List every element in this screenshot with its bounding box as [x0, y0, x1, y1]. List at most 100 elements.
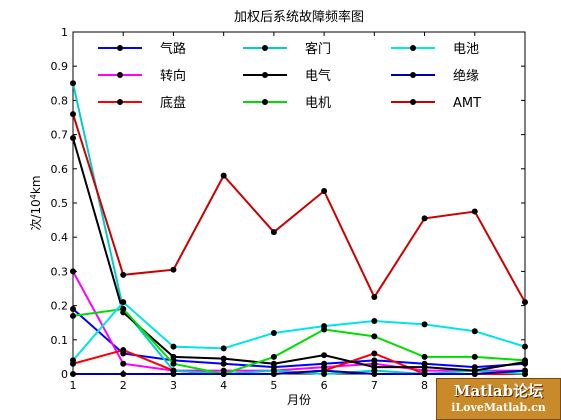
- data-point: [270, 371, 277, 377]
- data-point: [321, 367, 328, 374]
- data-point: [220, 360, 227, 367]
- legend-marker: [410, 99, 416, 105]
- data-point: [421, 353, 428, 360]
- data-point: [220, 345, 227, 352]
- y-tick-label: 0.7: [51, 129, 69, 142]
- data-point: [421, 371, 428, 377]
- data-point: [170, 371, 177, 377]
- x-tick-label: 4: [220, 379, 227, 392]
- series-6: [70, 299, 528, 364]
- data-point: [120, 360, 127, 367]
- legend-label: AMT: [453, 96, 481, 111]
- data-point: [70, 312, 76, 319]
- y-tick-label: 0.8: [51, 94, 69, 107]
- data-point: [522, 357, 528, 364]
- plot-area: [72, 31, 526, 375]
- data-point: [270, 353, 277, 360]
- data-point: [371, 371, 378, 377]
- legend-item: 气路: [98, 41, 186, 57]
- data-point: [220, 371, 227, 377]
- x-tick-label: 3: [170, 379, 177, 392]
- data-point: [70, 80, 76, 87]
- legend-label: 气路: [160, 41, 186, 57]
- data-point: [120, 371, 127, 377]
- data-point: [270, 229, 277, 236]
- y-tick-label: 0.6: [51, 163, 69, 176]
- legend-label: 电气: [305, 68, 331, 84]
- legend-item: 电机: [243, 96, 331, 111]
- data-point: [471, 371, 478, 377]
- legend-label: 电池: [453, 42, 479, 57]
- legend-item: 底盘: [98, 95, 186, 111]
- data-point: [522, 367, 528, 374]
- data-point: [421, 215, 428, 222]
- y-tick-label: 0.1: [51, 334, 69, 347]
- y-tick-label: 0.9: [51, 60, 69, 73]
- data-point: [220, 355, 227, 362]
- data-point: [371, 333, 378, 340]
- x-tick-label: 2: [120, 379, 127, 392]
- data-point: [321, 188, 328, 195]
- legend-label: 转向: [160, 68, 186, 84]
- x-tick-label: 7: [371, 379, 378, 392]
- y-tick-label: 1: [61, 26, 68, 39]
- legend-item: AMT: [391, 96, 481, 111]
- legend-marker: [410, 72, 416, 78]
- data-point: [421, 364, 428, 371]
- data-point: [471, 328, 478, 335]
- chart-title: 加权后系统故障频率图: [234, 9, 364, 25]
- data-point: [120, 347, 127, 354]
- data-point: [120, 299, 127, 306]
- data-point: [170, 343, 177, 350]
- data-point: [270, 329, 277, 336]
- data-point: [120, 271, 127, 278]
- y-tick-label: 0.3: [51, 265, 69, 278]
- legend-label: 客门: [305, 41, 331, 57]
- legend-item: 转向: [98, 68, 186, 84]
- series-7: [70, 367, 528, 377]
- legend-marker: [117, 72, 123, 78]
- series-line: [72, 308, 526, 369]
- data-point: [120, 306, 127, 313]
- y-tick-label: 0.4: [51, 231, 69, 244]
- data-point: [371, 350, 378, 357]
- data-point: [170, 266, 177, 273]
- x-axis-label: 月份: [287, 393, 311, 407]
- legend-item: 电气: [243, 68, 331, 84]
- data-point: [471, 208, 478, 215]
- data-point: [371, 317, 378, 324]
- data-point: [471, 353, 478, 360]
- data-point: [170, 353, 177, 360]
- data-point: [70, 268, 76, 275]
- y-tick-label: 0.2: [51, 300, 69, 313]
- legend-marker: [410, 45, 416, 51]
- series-line: [72, 113, 526, 303]
- data-point: [321, 323, 328, 330]
- x-tick-label: 1: [70, 379, 77, 392]
- legend-marker: [117, 45, 123, 51]
- series-line: [73, 369, 526, 375]
- watermark-url: iLoveMatlab.cn: [451, 401, 546, 414]
- legend-label: 电机: [305, 96, 331, 111]
- data-point: [220, 172, 227, 179]
- legend-label: 绝缘: [453, 68, 479, 84]
- series-layer: [70, 80, 528, 377]
- y-axis-label: 次/104km: [29, 175, 44, 230]
- watermark-logo: Matlab论坛 iLoveMatlab.cn: [436, 378, 561, 420]
- data-point: [70, 135, 76, 142]
- data-point: [270, 360, 277, 367]
- watermark-title: Matlab论坛: [453, 382, 544, 400]
- x-tick-label: 5: [270, 379, 277, 392]
- x-tick-label: 8: [421, 379, 428, 392]
- data-point: [170, 360, 177, 367]
- y-tick-label: 0.5: [51, 197, 69, 210]
- data-point: [522, 299, 528, 306]
- legend-item: 客门: [243, 41, 331, 57]
- data-point: [70, 357, 76, 364]
- data-point: [371, 294, 378, 301]
- series-8: [70, 111, 528, 306]
- legend-marker: [262, 45, 268, 51]
- y-tick-label: 0: [61, 368, 68, 381]
